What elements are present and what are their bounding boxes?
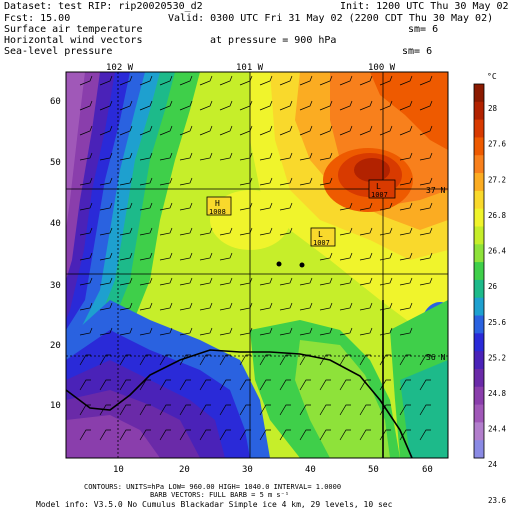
valid-time-label: Valid: 0300 UTC Fri 31 May 02 (2200 CDT …: [168, 13, 494, 24]
map-frame: [65, 71, 449, 459]
colorbar-swatch: [474, 262, 484, 281]
pressure-center-value: 1008: [209, 208, 226, 216]
station-dot-2: [299, 262, 305, 268]
colorbar-label: 26: [488, 282, 498, 291]
pressure-center-l2: L 1007: [368, 179, 396, 199]
pressure-center-value: 1007: [371, 191, 388, 199]
colorbar-label: 26.4: [488, 247, 507, 256]
x-tick-label: 30: [242, 465, 253, 475]
contour-info: CONTOURS: UNITS=hPa LOW= 960.00 HIGH= 10…: [84, 483, 342, 491]
field-wind-label: Horizontal wind vectors: [4, 35, 143, 46]
x-tick-label: 40: [305, 465, 316, 475]
station-dot-1: [276, 261, 282, 267]
colorbar-swatch: [474, 386, 484, 406]
colorbar-swatch: [474, 404, 484, 423]
y-tick-label: 10: [50, 401, 61, 411]
y-tick-label: 30: [50, 281, 61, 291]
pressure-center-value: 1007: [313, 239, 330, 247]
field-temperature-smoothing: sm= 6: [408, 24, 439, 35]
colorbar-label: 23.6: [488, 496, 507, 505]
lat-labels: 37 N 36 N: [426, 186, 445, 362]
colorbar-outline: [473, 83, 485, 459]
y-tick-label: 60: [50, 97, 61, 107]
colorbar-swatch: [474, 244, 484, 263]
state-boundary: [65, 349, 413, 459]
colorbar-label: 24: [488, 460, 498, 469]
colorbar-label: 24.8: [488, 389, 507, 398]
temperature-field: [66, 72, 448, 458]
x-axis: 10 20 30 40 50 60: [113, 465, 433, 475]
x-tick-label: 20: [179, 465, 190, 475]
model-info: Model info: V3.5.0 No Cumulus Blackadar …: [36, 500, 393, 509]
lat-label-37n: 37 N: [426, 186, 445, 195]
colorbar-swatch: [474, 137, 484, 156]
forecast-hour-label: Fcst: 15.00: [4, 13, 71, 24]
colorbar-swatch: [474, 333, 484, 352]
x-tick-label: 10: [113, 465, 124, 475]
x-tick-label: 50: [368, 465, 379, 475]
colorbar-swatch: [474, 315, 484, 334]
colorbar-swatch: [474, 351, 484, 370]
dataset-label: Dataset: test RIP: rip20020530_d2: [4, 1, 203, 12]
colorbar-swatch: [474, 173, 484, 192]
colorbar-labels: 28 27.6 27.2 26.8 26.4 26 25.6 25.2 24.8 24.4 24 23…: [488, 104, 507, 505]
pressure-center-type: H: [215, 199, 220, 208]
colorbar-label: 24.4: [488, 425, 507, 434]
colorbar-label: 27.2: [488, 175, 506, 184]
temperature-colorbar: [473, 83, 485, 459]
y-tick-label: 50: [50, 158, 61, 168]
colorbar-label: 27.6: [488, 140, 507, 149]
colorbar-swatch: [474, 84, 484, 103]
pressure-center-type: L: [318, 230, 323, 239]
lat-label-36n: 36 N: [426, 353, 445, 362]
colorbar-swatch: [474, 155, 484, 174]
barb-info: BARB VECTORS: FULL BARB = 5 m s⁻¹: [150, 491, 290, 499]
y-tick-label: 20: [50, 341, 61, 351]
colorbar-swatch: [474, 297, 484, 317]
y-tick-label: 40: [50, 219, 61, 229]
pressure-level-label: at pressure = 900 hPa: [210, 35, 337, 46]
lon-label-100w: 100 W: [368, 63, 396, 73]
colorbar-swatch: [474, 190, 484, 210]
field-slp-smoothing: sm= 6: [402, 46, 433, 57]
colorbar-label: 26.8: [488, 211, 507, 220]
colorbar-label: 28: [488, 104, 498, 113]
colorbar-unit: °C: [487, 72, 497, 81]
colorbar-swatch: [474, 368, 484, 388]
lon-labels: 102 W 101 W 100 W: [106, 63, 396, 73]
colorbar-swatch: [474, 101, 484, 121]
field-slp-label: Sea-level pressure: [4, 46, 113, 57]
lon-label-101w: 101 W: [236, 63, 264, 73]
pressure-center-l1: L 1007: [310, 227, 336, 247]
colorbar-label: 25.2: [488, 353, 506, 362]
init-time-label: Init: 1200 UTC Thu 30 May 02: [340, 1, 509, 12]
lon-label-102w: 102 W: [106, 63, 134, 73]
y-axis: 10 20 30 40 50 60: [50, 97, 61, 411]
pressure-center-type: L: [376, 182, 381, 191]
station-markers: [276, 261, 305, 268]
colorbar-swatch: [474, 119, 484, 138]
colorbar-swatch: [474, 226, 484, 245]
pressure-center-h: H 1008: [206, 196, 232, 216]
wind-barbs: [79, 75, 433, 441]
colorbar-swatch: [474, 440, 484, 459]
colorbar-swatch: [474, 279, 484, 299]
colorbar-label: 25.6: [488, 318, 507, 327]
x-tick-label: 60: [422, 465, 433, 475]
field-temperature-label: Surface air temperature: [4, 24, 143, 35]
colorbar-swatch: [474, 208, 484, 227]
colorbar-swatch: [474, 422, 484, 441]
